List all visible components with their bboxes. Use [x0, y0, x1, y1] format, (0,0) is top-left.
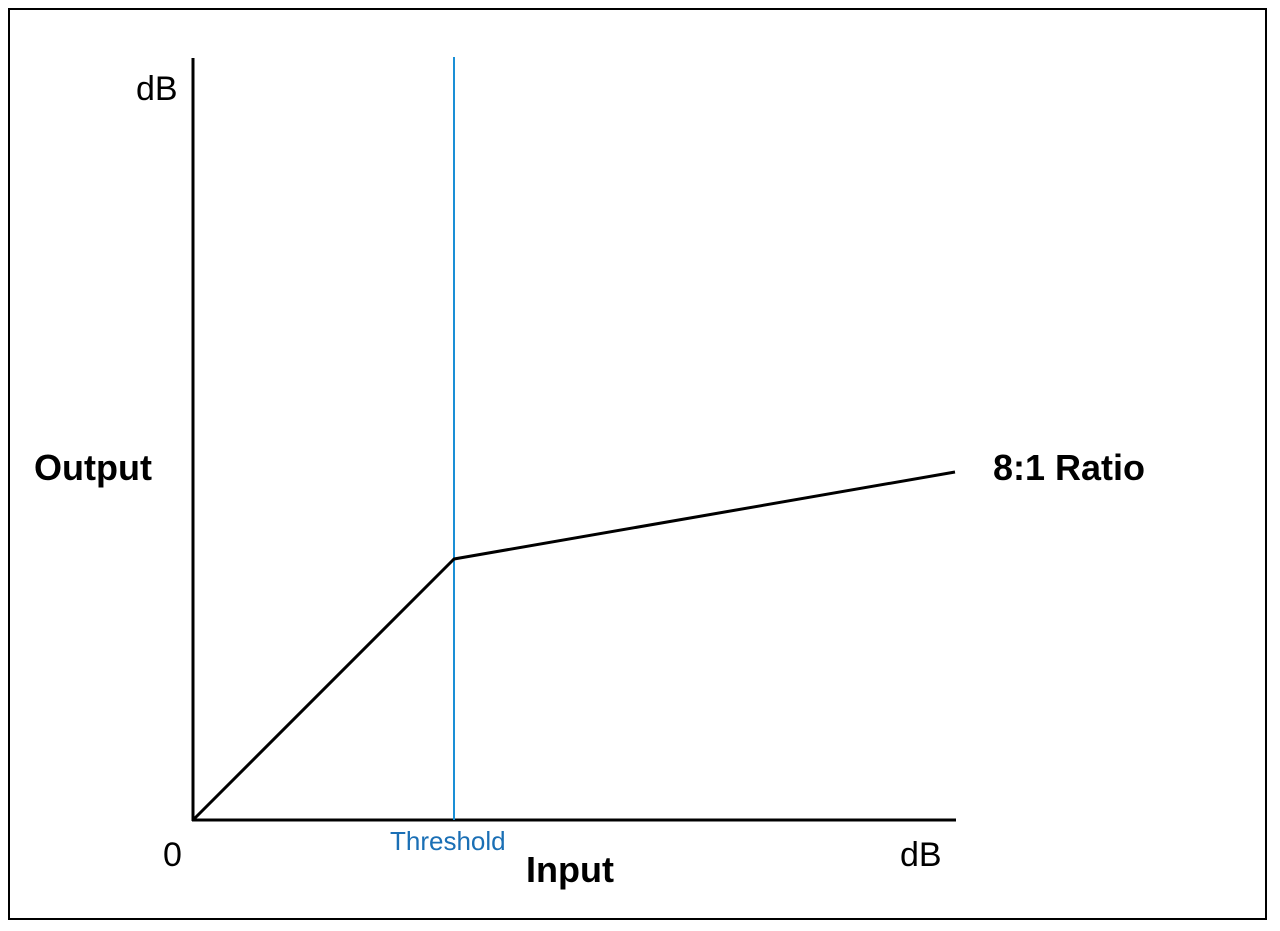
y-axis-label: Output: [34, 447, 152, 488]
x-axis-unit-label: dB: [900, 836, 942, 874]
x-axis-origin-label: 0: [163, 836, 182, 874]
threshold-label: Threshold: [390, 826, 506, 856]
y-axis-unit-label: dB: [136, 70, 178, 108]
x-axis-label: Input: [526, 849, 614, 890]
transfer-curve: [191, 470, 956, 822]
curve-ratio-label: 8:1 Ratio: [993, 447, 1146, 488]
diagram-frame: [8, 8, 1267, 920]
